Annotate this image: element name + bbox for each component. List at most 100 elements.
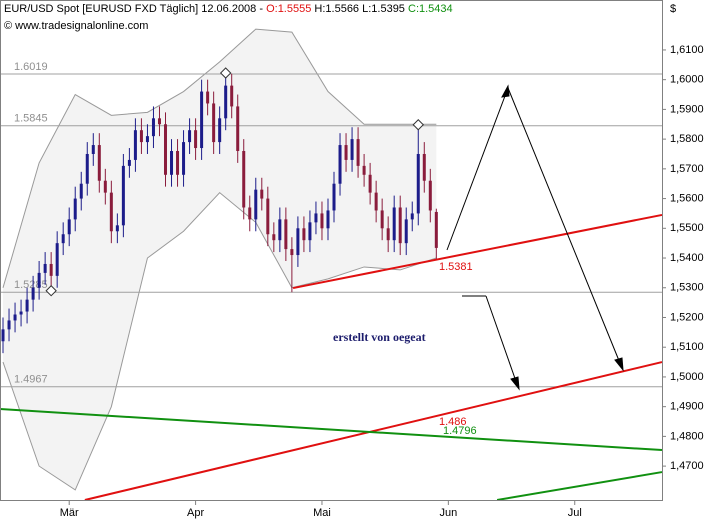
arrow-head	[501, 84, 510, 98]
y-tick-label: 1,6100	[670, 44, 704, 56]
candle-body	[206, 91, 210, 104]
y-tick-label: 1,5800	[670, 133, 704, 145]
x-tick-label: Mai	[313, 507, 331, 519]
candle-body	[278, 219, 282, 241]
currency: $	[670, 3, 676, 15]
level-label: 1.6019	[14, 61, 48, 73]
y-tick-label: 1,5700	[670, 163, 704, 175]
candle-body	[145, 136, 149, 143]
candle-body	[43, 263, 47, 273]
band-lower	[2, 191, 437, 491]
candle-body	[260, 189, 264, 199]
candle-body	[85, 153, 89, 184]
candle-body	[127, 159, 131, 166]
band-layer	[2, 28, 437, 491]
instrument: EUR/USD Spot [EURUSD FXD Täglich] 12.06.…	[4, 3, 266, 15]
annotation: 1.4796	[443, 425, 477, 437]
candle-body	[79, 183, 83, 199]
candle-body	[224, 85, 228, 119]
annotation: erstellt von oegeat	[333, 330, 426, 344]
arrow	[446, 87, 509, 251]
candle-body	[404, 219, 408, 244]
candle-body	[163, 124, 168, 175]
candle-body	[115, 225, 119, 232]
candle-body	[188, 130, 192, 143]
x-tick-label: Apr	[187, 507, 204, 519]
candle-body	[356, 139, 360, 166]
candle-body	[200, 91, 204, 149]
arrow	[507, 87, 623, 369]
candle-body	[1, 329, 5, 342]
x-tick-label: Mär	[60, 507, 79, 519]
projection-arrows	[446, 84, 624, 391]
candle-body	[25, 299, 29, 312]
candle-body	[121, 165, 125, 226]
candle-body	[374, 192, 378, 211]
candle-body	[272, 234, 276, 241]
candle-body	[133, 130, 137, 160]
y-tick-label: 1,4800	[670, 430, 704, 442]
candle-body	[296, 228, 300, 256]
annotation: 1.5381	[439, 261, 473, 273]
candle-body	[55, 243, 59, 276]
candle-body	[49, 263, 53, 276]
marker	[45, 285, 57, 297]
candle-body	[332, 183, 336, 211]
candle-body	[284, 219, 288, 250]
level-label: 1.4967	[14, 374, 48, 386]
candle-body	[416, 153, 420, 214]
y-tick-label: 1,5400	[670, 252, 704, 264]
candle-body	[308, 222, 312, 241]
candle-body	[386, 228, 390, 241]
candle-body	[194, 130, 198, 149]
arrow	[485, 295, 519, 388]
candle-body	[392, 207, 396, 241]
candle-body	[266, 198, 270, 235]
candle-body	[157, 118, 161, 125]
candle-body	[170, 151, 174, 175]
candle-body	[212, 103, 216, 143]
arrow-head	[510, 376, 520, 391]
candle-body	[248, 207, 252, 220]
y-tick-label: 1,5200	[670, 311, 704, 323]
candle-body	[97, 145, 101, 181]
candle-body	[368, 174, 372, 193]
open-value: O:1.5555	[266, 3, 311, 15]
y-tick-label: 1,6000	[670, 74, 704, 86]
arrow-head	[614, 357, 624, 372]
candle-body	[61, 234, 65, 244]
level-label: 1.5845	[14, 113, 48, 125]
candle-body	[218, 118, 222, 143]
candle-body	[67, 219, 71, 235]
trend-line	[0, 408, 663, 452]
candle-body	[380, 210, 384, 229]
main-layer	[0, 67, 663, 501]
candle-body	[109, 192, 113, 232]
x-tick-label: Jun	[439, 507, 457, 519]
candle-body	[13, 314, 17, 321]
header: EUR/USD Spot [EURUSD FXD Täglich] 12.06.…	[4, 3, 453, 15]
y-tick-label: 1,4700	[670, 460, 704, 472]
candle-body	[230, 85, 234, 107]
candle-body	[37, 272, 41, 288]
candle-body	[350, 139, 354, 160]
candle-body	[338, 145, 342, 184]
candle-body	[236, 106, 240, 152]
y-tick-label: 1,5600	[670, 192, 704, 204]
candle-body	[326, 210, 330, 229]
candle-body	[7, 320, 11, 330]
marker	[412, 119, 424, 131]
candle-body	[344, 145, 348, 160]
annotation: 1.486	[439, 416, 467, 428]
candle-body	[73, 198, 77, 220]
candle-body	[91, 145, 95, 154]
candle-body	[151, 118, 155, 137]
close-value: C:1.5434	[408, 3, 453, 15]
trend-line	[496, 471, 663, 501]
candle-body	[19, 311, 23, 315]
source: © www.tradesignalonline.com	[4, 20, 148, 32]
candle-body	[302, 228, 306, 241]
candle-body	[428, 180, 432, 211]
y-tick-label: 1,5500	[670, 222, 704, 234]
